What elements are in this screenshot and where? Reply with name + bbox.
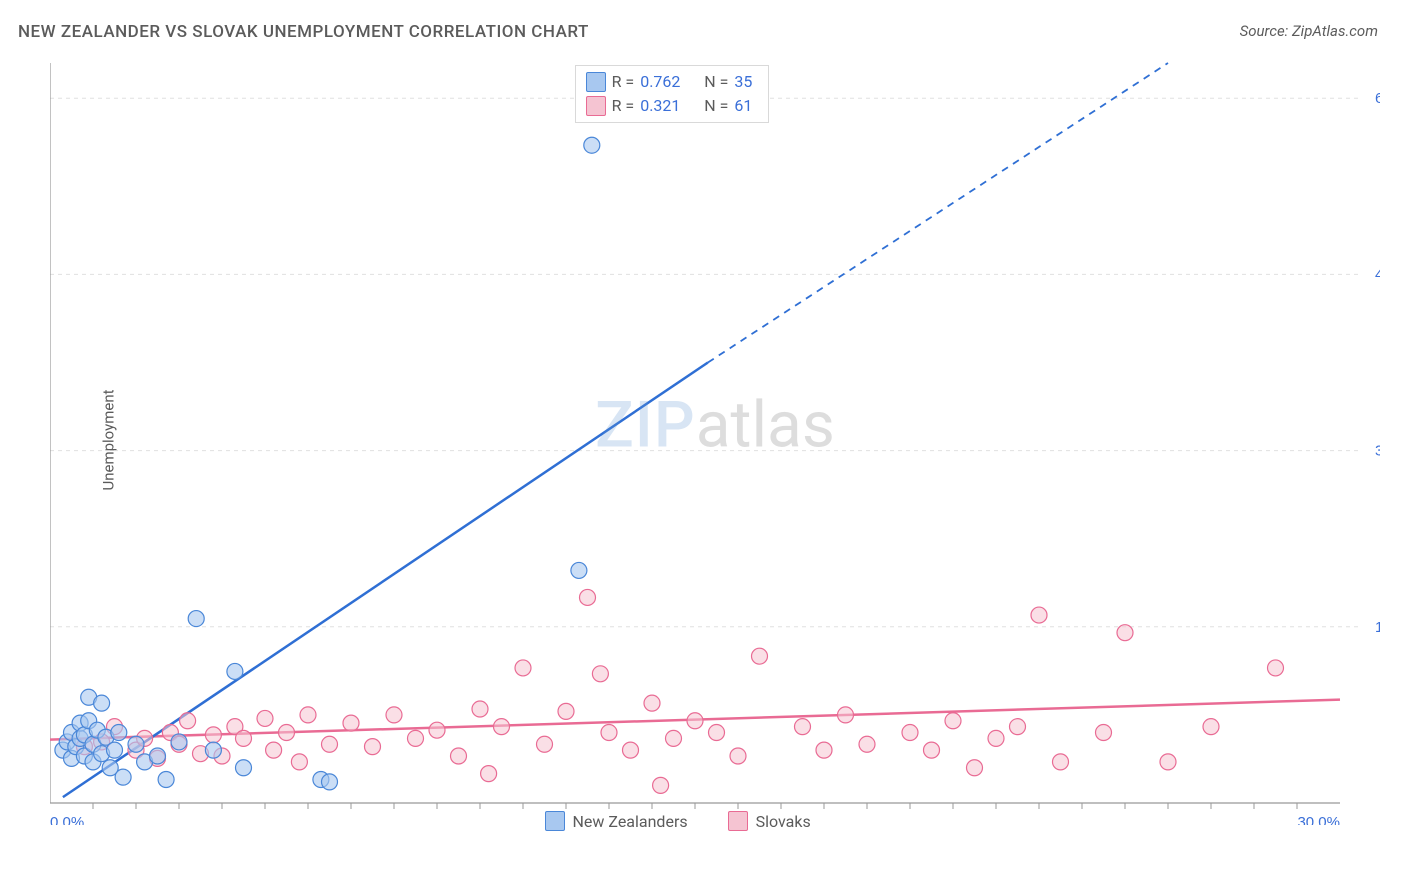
r-label: R = bbox=[612, 70, 635, 94]
stats-box: R =0.762 N =35 R =0.321 N =61 bbox=[575, 65, 770, 123]
legend-label: Slovaks bbox=[756, 812, 811, 831]
swatch-icon bbox=[545, 811, 565, 831]
svg-text:60.0%: 60.0% bbox=[1375, 90, 1380, 107]
source-label: Source: ZipAtlas.com bbox=[1240, 22, 1378, 40]
r-value: 0.321 bbox=[640, 94, 692, 118]
n-label: N = bbox=[704, 70, 728, 94]
n-label: N = bbox=[704, 94, 728, 118]
svg-text:15.0%: 15.0% bbox=[1375, 619, 1380, 636]
stats-row: R =0.762 N =35 bbox=[586, 70, 759, 94]
swatch-icon bbox=[728, 811, 748, 831]
legend-bottom: New Zealanders Slovaks bbox=[545, 811, 811, 831]
r-label: R = bbox=[612, 94, 635, 118]
svg-text:30.0%: 30.0% bbox=[1375, 443, 1380, 460]
swatch-icon bbox=[586, 72, 606, 92]
chart-svg: 15.0% 30.0% 45.0% 60.0% 0.0% 30.0% bbox=[50, 55, 1380, 825]
legend-label: New Zealanders bbox=[573, 812, 688, 831]
swatch-icon bbox=[586, 96, 606, 116]
r-value: 0.762 bbox=[640, 70, 692, 94]
svg-text:30.0%: 30.0% bbox=[1297, 814, 1340, 825]
chart-title: NEW ZEALANDER VS SLOVAK UNEMPLOYMENT COR… bbox=[18, 22, 589, 42]
svg-text:45.0%: 45.0% bbox=[1375, 266, 1380, 283]
n-value: 35 bbox=[734, 70, 758, 94]
legend-item: New Zealanders bbox=[545, 811, 688, 831]
n-value: 61 bbox=[734, 94, 758, 118]
plot-area: Unemployment 15.0%30.0%45.0%60.0%0.0%30.… bbox=[50, 55, 1380, 825]
stats-row: R =0.321 N =61 bbox=[586, 94, 759, 118]
svg-text:0.0%: 0.0% bbox=[50, 814, 84, 825]
legend-item: Slovaks bbox=[728, 811, 811, 831]
